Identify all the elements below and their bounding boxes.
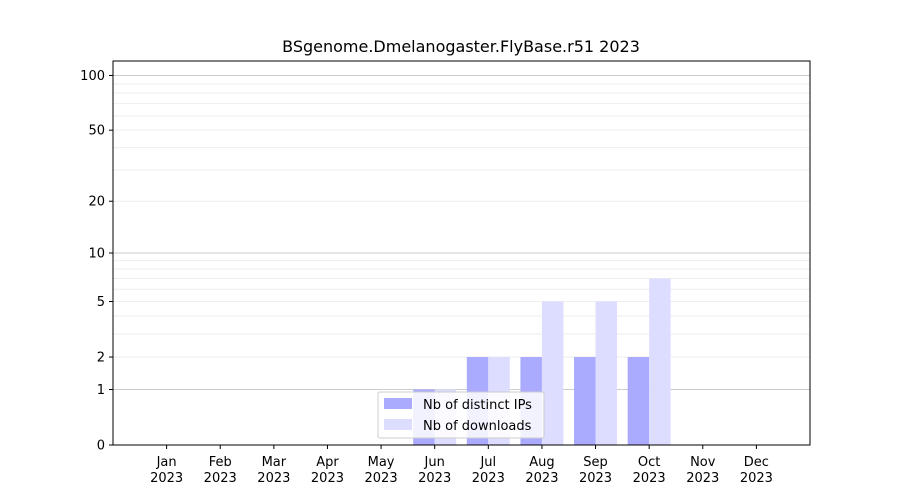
grid-lines xyxy=(113,74,810,390)
y-tick-label: 2 xyxy=(97,351,105,366)
x-tick-label-month: Apr xyxy=(316,455,339,470)
x-tick-label-month: Dec xyxy=(744,455,769,470)
legend-label-downloads: Nb of downloads xyxy=(423,419,532,434)
y-tick-label: 1 xyxy=(97,383,105,398)
x-tick-label-month: Jan xyxy=(156,455,177,470)
bar-downloads xyxy=(649,278,671,445)
x-tick-label-year: 2023 xyxy=(365,471,398,486)
y-tick-label: 50 xyxy=(88,124,105,139)
x-tick-label-month: Sep xyxy=(583,455,608,470)
y-axis: 0 1 2 5 10 20 50 100 xyxy=(80,69,113,454)
x-tick-label-month: Jun xyxy=(424,455,445,470)
y-tick-label: 100 xyxy=(80,69,105,84)
x-tick-label-year: 2023 xyxy=(472,471,505,486)
bar-downloads xyxy=(541,301,564,445)
x-axis: Jan2023Feb2023Mar2023Apr2023May2023Jun20… xyxy=(150,445,773,486)
x-tick-label-year: 2023 xyxy=(311,471,344,486)
y-tick-label: 10 xyxy=(88,247,105,262)
y-tick-label: 0 xyxy=(97,439,105,454)
chart-title: BSgenome.Dmelanogaster.FlyBase.r51 2023 xyxy=(282,37,640,56)
y-tick-label: 5 xyxy=(97,295,105,310)
x-tick-label-month: Feb xyxy=(209,455,232,470)
x-tick-label-month: Oct xyxy=(638,455,660,470)
bar-downloads xyxy=(595,301,618,445)
x-tick-label-year: 2023 xyxy=(740,471,773,486)
x-tick-label-month: Nov xyxy=(690,455,716,470)
x-tick-label-year: 2023 xyxy=(686,471,719,486)
x-tick-label-month: May xyxy=(368,455,395,470)
x-tick-label-year: 2023 xyxy=(418,471,451,486)
legend-label-ips: Nb of distinct IPs xyxy=(423,398,532,413)
x-tick-label-month: Aug xyxy=(529,455,554,470)
legend: Nb of distinct IPs Nb of downloads xyxy=(377,391,545,439)
legend-swatch-ips xyxy=(384,398,412,409)
x-tick-label-year: 2023 xyxy=(204,471,237,486)
x-tick-label-year: 2023 xyxy=(257,471,290,486)
x-tick-label-month: Mar xyxy=(262,455,287,470)
bar-ips xyxy=(574,357,596,445)
y-tick-label: 20 xyxy=(88,195,105,210)
legend-box xyxy=(377,391,545,439)
x-tick-label-month: Jul xyxy=(479,455,496,470)
x-tick-label-year: 2023 xyxy=(633,471,666,486)
x-tick-label-year: 2023 xyxy=(150,471,183,486)
bar-ips xyxy=(627,357,650,445)
x-tick-label-year: 2023 xyxy=(525,471,558,486)
legend-swatch-downloads xyxy=(384,419,412,430)
x-tick-label-year: 2023 xyxy=(579,471,612,486)
